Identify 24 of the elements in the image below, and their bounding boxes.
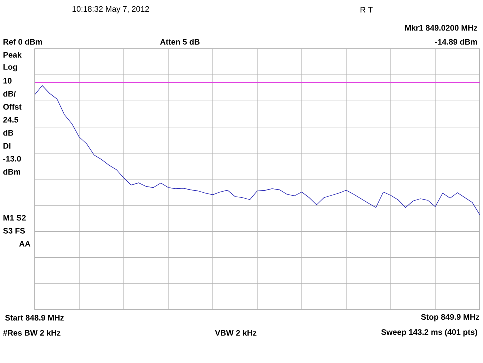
text: 10:18:32 May 7, 2012 (72, 6, 150, 14)
text: S3 FS (3, 228, 26, 234)
text: dBm (4, 169, 20, 175)
text: Stop 849.9 MHz (421, 314, 480, 322)
text: Ref 0 dBm (4, 39, 42, 45)
text: Peak (4, 52, 22, 58)
text: dB/ (4, 91, 16, 97)
text: Dl (4, 143, 11, 149)
text: -14.89 dBm (435, 39, 478, 45)
text: R T (360, 7, 373, 13)
text: 24.5 (3, 117, 19, 123)
text: Start 848.9 MHz (5, 315, 64, 321)
text: 10 (4, 78, 12, 84)
text: Offst (4, 104, 22, 110)
text: -13.0 (4, 156, 22, 162)
text: Mkr1 849.0200 MHz (405, 25, 478, 31)
text: Log (4, 64, 18, 72)
text: Sweep 143.2 ms (401 pts) (382, 329, 478, 337)
text: Atten 5 dB (160, 39, 200, 45)
text: #Res BW 2 kHz (3, 330, 61, 336)
text: dB (4, 130, 14, 136)
text: AA (19, 241, 31, 247)
text: VBW 2 kHz (215, 330, 257, 336)
text: M1 S2 (4, 215, 26, 221)
